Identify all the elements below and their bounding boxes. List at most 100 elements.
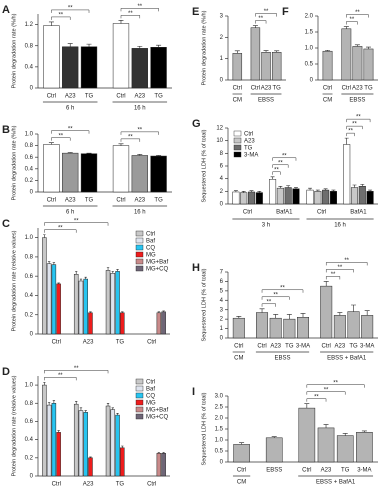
group-label: A23 — [83, 340, 94, 346]
significance-bracket — [51, 9, 90, 13]
significance-label: ** — [348, 129, 353, 135]
y-tick-label: 10 — [216, 138, 223, 144]
y-tick-label: 0 — [220, 78, 224, 84]
bar — [78, 280, 84, 335]
legend-swatch — [233, 144, 242, 151]
y-tick-label: 0 — [220, 202, 224, 208]
error-bar — [137, 154, 143, 156]
y-tick-label: 2.0 — [305, 14, 314, 20]
legend-swatch — [135, 230, 144, 237]
bar — [271, 52, 282, 81]
significance-bracket — [51, 137, 71, 141]
bar — [110, 273, 116, 335]
significance-bracket — [346, 132, 355, 137]
bar — [156, 312, 162, 335]
y-tick-label: 8 — [220, 151, 224, 157]
y-tick-label: 0 — [220, 460, 224, 466]
group-label: Ctrl — [243, 210, 252, 216]
significance-label: ** — [282, 153, 287, 159]
group-label: BafA1 — [350, 210, 367, 216]
group-label: EBSS — [349, 98, 365, 104]
bar — [269, 179, 277, 205]
group-label: EBSS — [258, 98, 274, 104]
group-label: TG — [116, 482, 125, 488]
bar — [105, 270, 111, 335]
y-axis-label: Sequestered LDH (% of total) — [201, 392, 207, 465]
error-bar — [252, 25, 258, 28]
significance-bracket — [306, 384, 365, 388]
bar — [131, 155, 148, 193]
group-label: Ctrl — [317, 210, 326, 216]
group-label: EBSS + BafA1 — [327, 356, 367, 362]
error-bar — [121, 445, 124, 448]
bar — [83, 412, 88, 477]
error-bar — [162, 452, 165, 454]
error-bar — [286, 185, 291, 188]
x-tick-label: A23 — [352, 86, 363, 92]
significance-label: ** — [74, 218, 79, 224]
error-bar — [118, 143, 124, 146]
error-bar — [52, 400, 56, 404]
error-bar — [157, 452, 161, 454]
y-tick-label: 2.5 — [215, 405, 224, 411]
group-label: 6 h — [66, 210, 74, 216]
error-bar — [278, 185, 283, 189]
panel-label: G — [192, 118, 201, 130]
significance-bracket — [346, 14, 369, 18]
bar — [115, 414, 120, 477]
y-tick-label: 12 — [216, 126, 223, 132]
significance-bracket — [325, 276, 341, 280]
bar — [320, 285, 333, 339]
error-bar — [86, 43, 92, 47]
x-tick-label: TG — [349, 344, 358, 350]
x-tick-label: Ctrl — [47, 198, 56, 204]
error-bar — [57, 430, 60, 433]
error-bar — [315, 189, 320, 192]
y-tick-label: 0.5 — [215, 449, 224, 455]
panel-label: C — [2, 218, 10, 230]
y-tick-label: 0 — [30, 190, 34, 196]
significance-bracket — [51, 130, 90, 134]
significance-label: ** — [280, 285, 285, 291]
significance-bracket — [272, 171, 281, 175]
significance-bracket — [44, 377, 77, 381]
y-tick-label: 1.5 — [305, 30, 314, 36]
bar — [83, 278, 88, 335]
significance-label: ** — [58, 13, 63, 19]
section-label: 3 h — [262, 223, 270, 229]
error-bar — [75, 401, 78, 405]
y-tick-label: 5 — [220, 288, 224, 294]
legend-label: MG+Baf — [146, 407, 169, 413]
error-bar — [84, 410, 87, 413]
legend-label: CQ — [146, 245, 155, 251]
y-tick-label: 4 — [220, 176, 224, 182]
error-bar — [52, 262, 56, 265]
error-bar — [274, 50, 280, 53]
bar — [336, 435, 354, 463]
x-tick-label: Ctrl — [251, 86, 260, 92]
legend-swatch — [233, 151, 242, 158]
bar — [265, 437, 283, 463]
group-label: 16 h — [134, 210, 146, 216]
group-label: TG — [116, 340, 125, 346]
group-label: EBSS — [275, 356, 291, 362]
bar — [43, 25, 60, 89]
bar — [276, 187, 284, 205]
y-tick-label: 0 — [310, 78, 314, 84]
group-label: Ctrl — [52, 482, 61, 488]
y-axis-label: Protein degradation rate (%/h) — [11, 13, 17, 88]
y-tick-label: 2 — [220, 35, 224, 41]
error-bar — [84, 276, 87, 280]
x-tick-label: Ctrl — [322, 344, 331, 350]
y-tick-label: 0.6 — [25, 419, 34, 425]
y-tick-label: 2 — [220, 189, 224, 195]
y-tick-label: 1.5 — [215, 427, 224, 433]
x-tick-label: Ctrl — [116, 198, 125, 204]
y-tick-label: 2.0 — [215, 416, 224, 422]
bar — [88, 312, 93, 335]
significance-bracket — [306, 398, 327, 402]
significance-bracket — [346, 125, 363, 130]
bar — [233, 444, 250, 463]
bar — [232, 53, 243, 81]
error-bar — [57, 282, 60, 284]
